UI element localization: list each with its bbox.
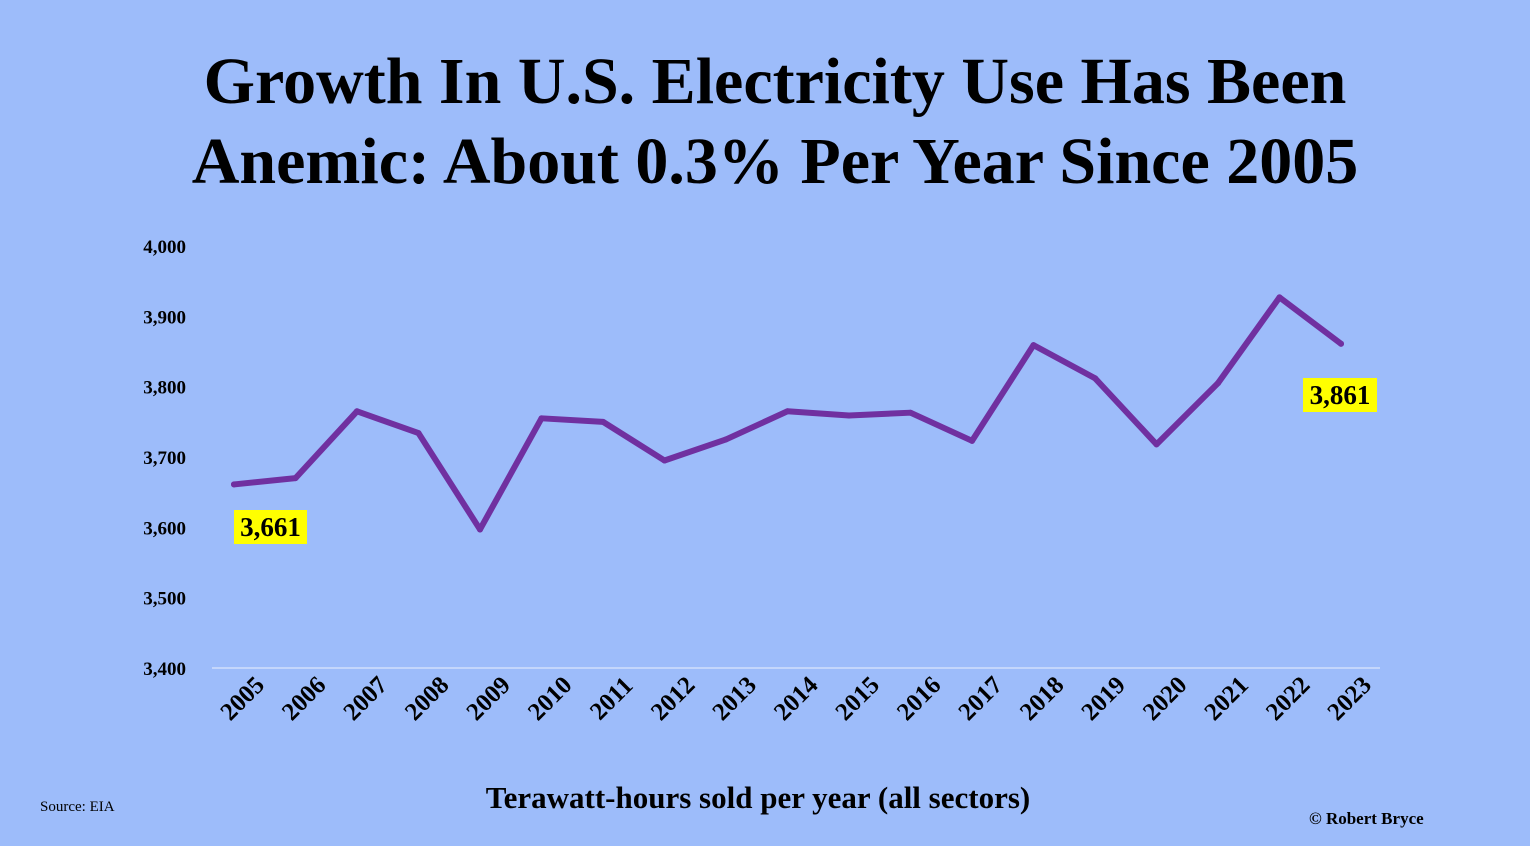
chart-title: Growth In U.S. Electricity Use Has Been … — [0, 42, 1530, 202]
x-tick-label: 2017 — [954, 672, 1008, 726]
x-axis-ticks: 2005 2006 2007 2008 2009 2010 2011 2012 2013 2014… — [216, 671, 1377, 726]
data-point-2005 — [231, 481, 237, 488]
x-tick-label: 2013 — [708, 672, 762, 726]
data-label-2005: 3,661 — [240, 512, 301, 542]
data-point-2012 — [661, 457, 668, 464]
x-tick-label: 2011 — [585, 672, 638, 725]
data-label-annotations: 3,661 3,861 — [234, 378, 1377, 544]
y-tick-label: 3,700 — [143, 448, 186, 469]
y-tick-label: 3,400 — [143, 659, 186, 680]
chart-title-line-1: Growth In U.S. Electricity Use Has Been — [203, 45, 1347, 118]
data-label-2023: 3,861 — [1310, 380, 1371, 410]
x-tick-label: 2023 — [1323, 672, 1377, 726]
data-point-2017 — [969, 437, 975, 444]
data-point-2023 — [1338, 340, 1344, 347]
x-tick-label: 2018 — [1015, 672, 1069, 726]
chart-title-line-2: Anemic: About 0.3% Per Year Since 2005 — [191, 125, 1359, 198]
x-tick-label: 2008 — [400, 672, 454, 726]
data-point-2007 — [354, 408, 360, 415]
copyright-note: © Robert Bryce — [1309, 809, 1424, 828]
data-point-2016 — [907, 409, 914, 416]
x-tick-label: 2014 — [769, 671, 824, 726]
y-axis-ticks: 3,400 3,500 3,600 3,700 3,800 3,900 4,000 — [143, 237, 186, 680]
x-tick-label: 2005 — [216, 672, 270, 726]
data-point-2019 — [1092, 375, 1098, 382]
x-tick-label: 2022 — [1261, 672, 1315, 726]
data-point-2014 — [784, 408, 791, 415]
x-axis-label: Terawatt-hours sold per year (all sector… — [485, 780, 1031, 815]
data-point-2013 — [723, 436, 729, 443]
data-point-2021 — [1215, 380, 1221, 387]
data-point-2018 — [1030, 342, 1037, 349]
y-tick-label: 3,500 — [143, 589, 186, 610]
x-tick-label: 2009 — [462, 672, 516, 726]
x-tick-label: 2010 — [523, 672, 577, 726]
y-tick-label: 3,900 — [143, 307, 186, 328]
x-tick-label: 2020 — [1138, 672, 1192, 726]
y-tick-label: 3,800 — [143, 378, 186, 399]
x-tick-label: 2016 — [892, 672, 946, 726]
data-label-bg-2023 — [1303, 378, 1377, 412]
x-tick-label: 2019 — [1077, 672, 1131, 726]
data-label-bg-2005 — [234, 510, 307, 544]
data-point-2009 — [477, 526, 483, 533]
y-tick-label: 3,600 — [143, 518, 186, 539]
x-tick-label: 2021 — [1200, 672, 1254, 726]
data-point-2006 — [292, 475, 299, 482]
y-tick-label: 4,000 — [143, 237, 186, 258]
data-point-2008 — [415, 430, 422, 437]
data-point-2010 — [538, 415, 545, 422]
data-point-2011 — [600, 418, 606, 425]
x-tick-label: 2012 — [646, 672, 700, 726]
data-point-2022 — [1276, 294, 1283, 301]
source-note: Source: EIA — [40, 799, 115, 815]
data-point-2020 — [1153, 441, 1160, 448]
data-point-2015 — [846, 412, 852, 419]
x-tick-label: 2006 — [277, 672, 331, 726]
x-tick-label: 2007 — [339, 672, 393, 726]
x-tick-label: 2015 — [831, 672, 885, 726]
